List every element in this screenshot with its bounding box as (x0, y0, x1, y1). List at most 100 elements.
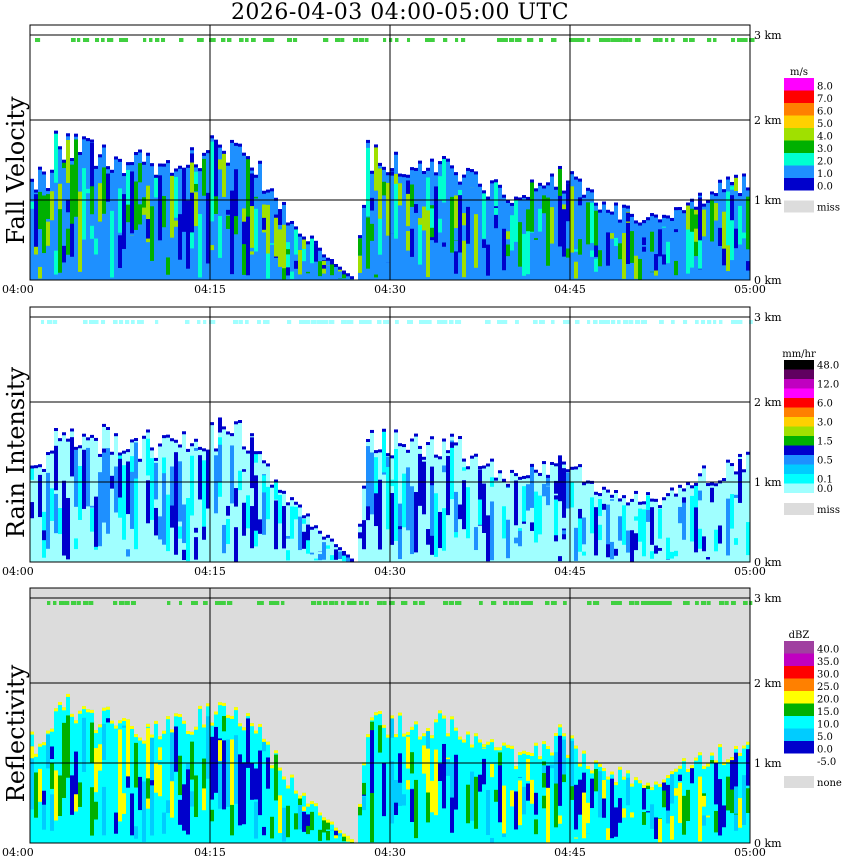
fall-velocity-echo-streak (374, 145, 378, 177)
fall-velocity-echo-column (398, 173, 402, 280)
reflectivity-echo-streak (50, 794, 54, 831)
fall-velocity-echo-top (590, 189, 594, 193)
rain-intensity-clutter-dot (239, 320, 243, 324)
fall-velocity-echo-streak (746, 261, 750, 271)
reflectivity-echo-streak (734, 813, 738, 815)
reflectivity-legend-label: 20.0 (817, 695, 839, 706)
rain-intensity-clutter-dot (737, 320, 743, 324)
reflectivity-echo-top (306, 803, 310, 807)
rain-intensity-echo-streak (734, 494, 738, 498)
rain-intensity-echo-streak (374, 457, 378, 494)
rain-intensity-echo-streak (218, 444, 222, 483)
rain-intensity-echo-top (618, 498, 622, 502)
fall-velocity-legend-label: 0.0 (817, 182, 833, 193)
rain-intensity-echo-column (198, 446, 202, 562)
fall-velocity-echo-top (542, 185, 546, 189)
rain-intensity-echo-column (678, 484, 682, 562)
fall-velocity-echo-streak (62, 245, 66, 263)
reflectivity-time-tick: 04:00 (2, 846, 34, 859)
rain-intensity-echo-streak (370, 452, 374, 515)
fall-velocity-height-tick: 3 km (754, 29, 782, 42)
fall-velocity-echo-streak (54, 250, 58, 275)
rain-intensity-echo-streak (126, 549, 130, 557)
rain-intensity-echo-column (570, 466, 574, 562)
reflectivity-echo-top (694, 757, 698, 761)
fall-velocity-legend-label: 4.0 (817, 132, 833, 143)
reflectivity-echo-top (670, 771, 674, 775)
reflectivity-echo-streak (306, 825, 310, 835)
fall-velocity-echo-streak (46, 221, 50, 246)
reflectivity-echo-streak (134, 742, 138, 788)
rain-intensity-echo-streak (390, 493, 394, 545)
rain-intensity-echo-streak (718, 525, 722, 544)
rain-intensity-echo-top (722, 478, 726, 482)
rain-intensity-echo-top (650, 498, 654, 502)
fall-velocity-clutter-dot (125, 38, 129, 42)
reflectivity-echo-streak (714, 810, 718, 833)
rain-intensity-echo-column (738, 453, 742, 562)
fall-velocity-echo-top (302, 236, 306, 240)
rain-intensity-echo-top (430, 436, 434, 440)
fall-velocity-clutter-dot (689, 38, 695, 42)
rain-intensity-echo-column (138, 458, 142, 562)
reflectivity-echo-streak (454, 798, 458, 810)
reflectivity-echo-top (442, 715, 446, 719)
fall-velocity-echo-top (182, 167, 186, 171)
fall-velocity-echo-streak (50, 191, 54, 221)
fall-velocity-time-tick: 04:30 (374, 283, 406, 296)
reflectivity-echo-column (506, 744, 510, 843)
rain-intensity-echo-streak (590, 497, 594, 534)
reflectivity-echo-column (358, 803, 362, 843)
fall-velocity-clutter-dot (71, 38, 76, 42)
fall-velocity-echo-streak (146, 219, 150, 239)
reflectivity-echo-streak (422, 745, 426, 774)
fall-velocity-echo-column (442, 155, 446, 280)
fall-velocity-echo-top (38, 166, 42, 170)
fall-velocity-echo-streak (378, 212, 382, 255)
reflectivity-echo-top (334, 827, 338, 831)
fall-velocity-echo-streak (482, 224, 486, 239)
reflectivity-echo-top (714, 760, 718, 764)
rain-intensity-echo-top (478, 466, 482, 470)
rain-intensity-echo-streak (178, 461, 182, 522)
reflectivity-echo-top (318, 812, 322, 816)
reflectivity-echo-top (286, 785, 290, 789)
rain-intensity-echo-top (734, 471, 738, 475)
rain-intensity-clutter-dot (197, 320, 201, 324)
fall-velocity-echo-streak (234, 205, 238, 235)
rain-intensity-echo-top (422, 456, 426, 460)
reflectivity-echo-streak (642, 812, 646, 825)
reflectivity-echo-column (110, 720, 114, 843)
fall-velocity-echo-top (434, 172, 438, 176)
reflectivity-echo-streak (494, 789, 498, 802)
rain-intensity-echo-streak (650, 507, 654, 545)
rain-intensity-echo-top (266, 463, 270, 467)
reflectivity-echo-top (598, 763, 602, 767)
fall-velocity-echo-top (654, 214, 658, 218)
reflectivity-echo-streak (138, 776, 142, 811)
reflectivity-echo-streak (118, 787, 122, 822)
reflectivity-echo-top (178, 714, 182, 718)
rain-intensity-echo-streak (286, 535, 290, 539)
fall-velocity-echo-streak (590, 202, 594, 244)
rain-intensity-echo-streak (130, 457, 134, 529)
rain-intensity-clutter-dot (155, 320, 159, 324)
rain-intensity-clutter-dot (707, 320, 712, 324)
reflectivity-echo-column (482, 744, 486, 843)
rain-intensity-echo-streak (442, 465, 446, 473)
fall-velocity-echo-column (674, 207, 678, 280)
rain-intensity-echo-streak (206, 451, 210, 497)
fall-velocity-echo-streak (206, 192, 210, 264)
fall-velocity-echo-streak (270, 243, 274, 245)
fall-velocity-echo-streak (102, 170, 106, 214)
rain-intensity-echo-top (434, 454, 438, 458)
rain-intensity-echo-streak (70, 437, 74, 477)
rain-intensity-echo-top (346, 554, 350, 558)
reflectivity-echo-streak (106, 718, 110, 723)
reflectivity-echo-streak (154, 762, 158, 793)
fall-velocity-legend-swatch (784, 103, 814, 116)
fall-velocity-echo-column (494, 179, 498, 280)
reflectivity-echo-streak (330, 829, 334, 831)
fall-velocity-echo-top (562, 190, 566, 194)
fall-velocity-echo-streak (398, 183, 402, 206)
